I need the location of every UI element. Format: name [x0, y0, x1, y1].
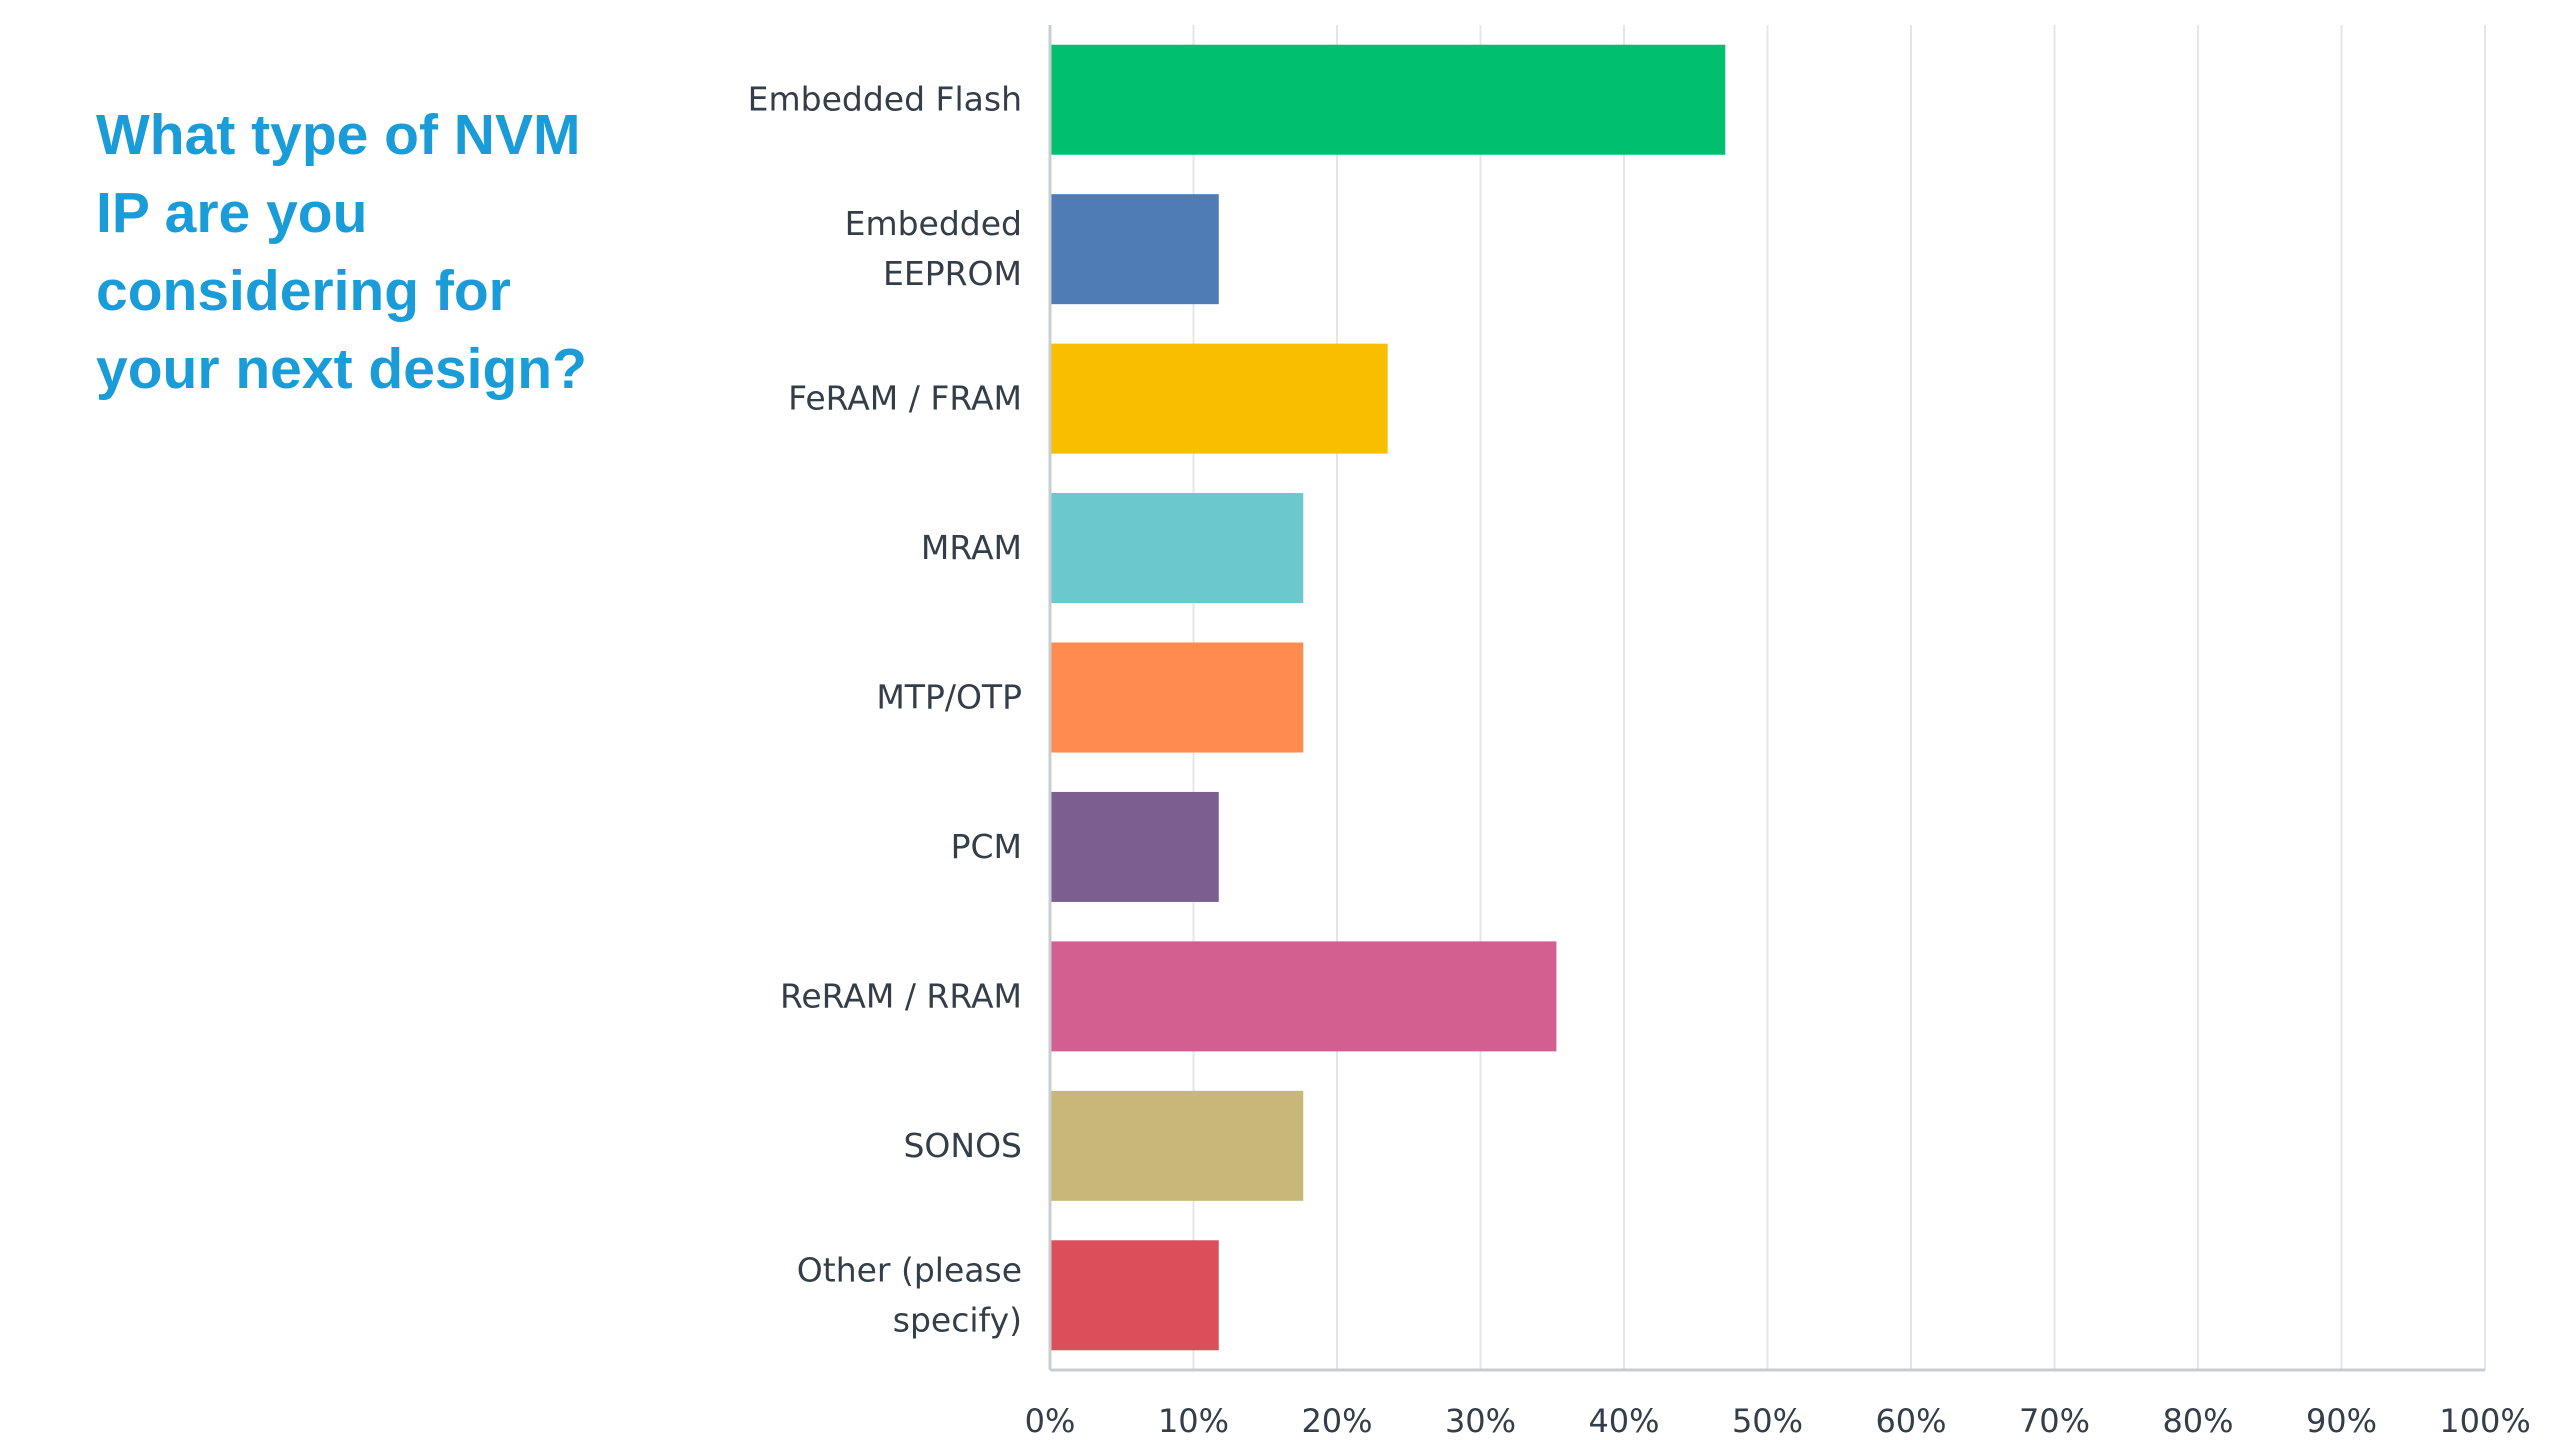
category-label: PCM: [951, 827, 1022, 866]
category-labels: Embedded Flash Embedded EEPROM FeRAM / FRAM…: [748, 80, 1022, 1340]
category-label: EEPROM: [883, 254, 1022, 293]
x-tick-label: 60%: [1875, 1402, 1946, 1440]
x-tick-label: 80%: [2162, 1402, 2233, 1440]
bar: [1050, 44, 1726, 155]
bar: [1050, 1240, 1219, 1351]
bar: [1050, 343, 1388, 454]
category-label: MRAM: [921, 528, 1022, 567]
bar: [1050, 941, 1557, 1052]
x-tick-label: 30%: [1445, 1402, 1516, 1440]
x-tick-label: 100%: [2439, 1402, 2530, 1440]
question-title: What type of NVM IP are you considering …: [96, 103, 587, 401]
x-tick-label: 10%: [1158, 1402, 1229, 1440]
category-label: Other (please: [797, 1250, 1022, 1289]
x-tick-label: 0%: [1025, 1402, 1076, 1440]
grid-lines: [1192, 25, 2486, 1370]
x-tick-label: 90%: [2306, 1402, 2377, 1440]
x-axis-tick-labels: 0% 10% 20% 30% 40% 50% 60% 70% 80% 90% 100%: [1025, 1402, 2531, 1440]
x-tick-label: 50%: [1732, 1402, 1803, 1440]
bar: [1050, 493, 1304, 604]
category-label: specify): [893, 1300, 1022, 1339]
x-tick-label: 20%: [1301, 1402, 1372, 1440]
category-label: ReRAM / RRAM: [780, 976, 1022, 1015]
category-label: SONOS: [903, 1126, 1022, 1165]
bar: [1050, 194, 1219, 305]
category-label: Embedded Flash: [748, 80, 1022, 119]
category-label: MTP/OTP: [876, 678, 1022, 717]
bar: [1050, 1090, 1304, 1201]
x-tick-label: 40%: [1588, 1402, 1659, 1440]
x-tick-label: 70%: [2019, 1402, 2090, 1440]
bar: [1050, 791, 1219, 902]
bars: [1050, 44, 1726, 1351]
category-label: Embedded: [845, 204, 1022, 243]
bar: [1050, 642, 1304, 753]
category-label: FeRAM / FRAM: [788, 379, 1022, 418]
